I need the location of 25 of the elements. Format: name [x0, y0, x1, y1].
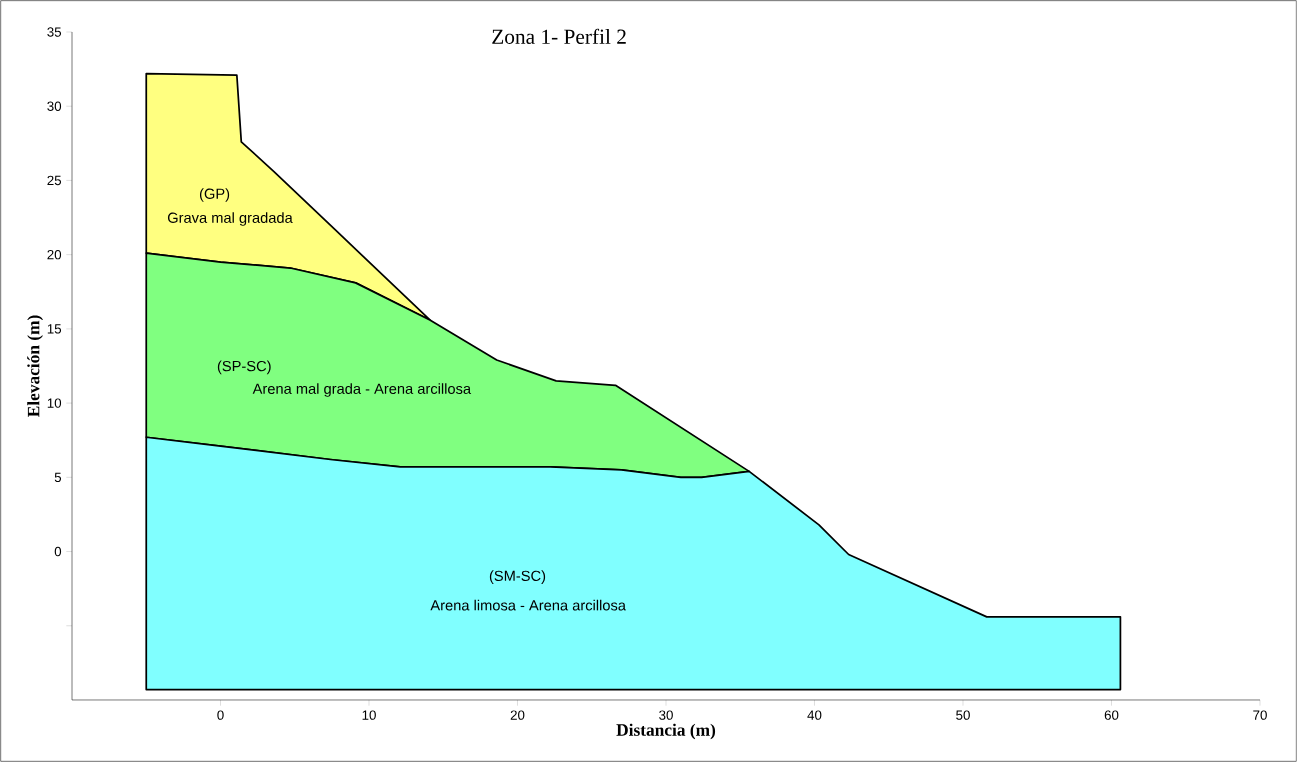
y-tick-label: 0 [54, 546, 62, 557]
annotation: Grava mal gradada [167, 212, 293, 226]
y-tick-label: 25 [47, 175, 62, 186]
x-tick-label: 0 [217, 710, 224, 720]
annotation: (GP) [199, 188, 230, 202]
x-tick-label: 50 [956, 710, 970, 720]
x-tick-label: 70 [1253, 710, 1267, 720]
y-tick-label: 5 [54, 472, 62, 482]
annotation: (SP-SC) [217, 360, 271, 375]
chart-title: Zona 1- Perfil 2 [492, 28, 626, 44]
x-tick-label: 60 [1104, 710, 1119, 720]
annotation: (SM-SC) [489, 570, 546, 584]
x-tick-label: 30 [659, 710, 673, 720]
y-tick-label: 20 [47, 249, 62, 260]
y-tick-label: 10 [47, 398, 62, 408]
annotation: Arena limosa - Arena arcillosa [430, 599, 626, 611]
annotation: Arena mal grada - Arena arcillosa [252, 383, 472, 397]
x-tick-label: 20 [510, 710, 525, 720]
y-tick-label: 35 [47, 27, 62, 37]
x-tick-label: 40 [807, 710, 822, 720]
x-tick-label: 10 [362, 710, 376, 720]
y-tick-label: 15 [47, 324, 62, 334]
y-tick-label: 30 [47, 101, 62, 111]
y-axis-title: Elevación (m) [27, 315, 43, 417]
x-axis-title: Distancia (m) [616, 723, 716, 740]
